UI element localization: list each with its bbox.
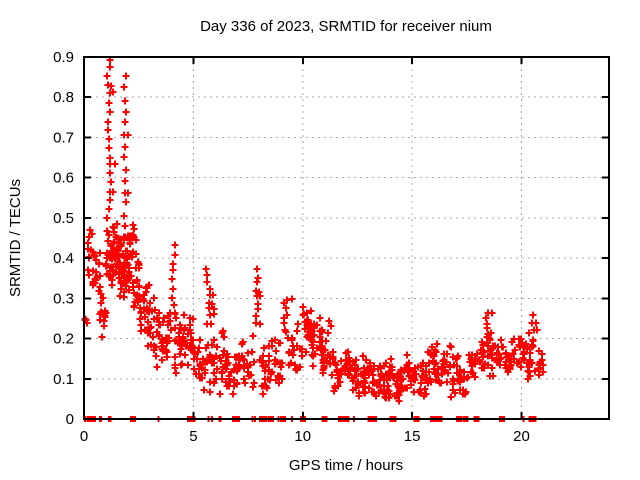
x-tick-label: 15 bbox=[404, 428, 421, 445]
y-tick-labels: 0 0.1 0.2 0.3 0.4 0.5 0.6 0.7 0.8 0.9 bbox=[53, 49, 74, 428]
x-tick-labels: 0 5 10 15 20 bbox=[80, 428, 530, 445]
y-tick-label: 0.5 bbox=[53, 210, 74, 227]
y-tick-label: 0.2 bbox=[53, 331, 74, 348]
y-tick-label: 0.6 bbox=[53, 170, 74, 187]
x-axis-label: GPS time / hours bbox=[289, 457, 403, 474]
y-tick-label: 0.4 bbox=[53, 250, 74, 267]
x-tick-label: 5 bbox=[189, 428, 197, 445]
y-tick-label: 0.3 bbox=[53, 290, 74, 307]
y-tick-label: 0.8 bbox=[53, 89, 74, 106]
plot-border bbox=[83, 56, 610, 420]
x-tick-label: 0 bbox=[80, 428, 88, 445]
y-tick-label: 0.9 bbox=[53, 49, 74, 66]
x-tick-label: 20 bbox=[513, 428, 530, 445]
y-tick-label: 0 bbox=[66, 411, 74, 428]
x-tick-label: 10 bbox=[294, 428, 311, 445]
y-tick-label: 0.7 bbox=[53, 129, 74, 146]
chart-title: Day 336 of 2023, SRMTID for receiver niu… bbox=[200, 18, 492, 35]
y-tick-label: 0.1 bbox=[53, 371, 74, 388]
y-axis-label: SRMTID / TECUs bbox=[7, 179, 24, 297]
